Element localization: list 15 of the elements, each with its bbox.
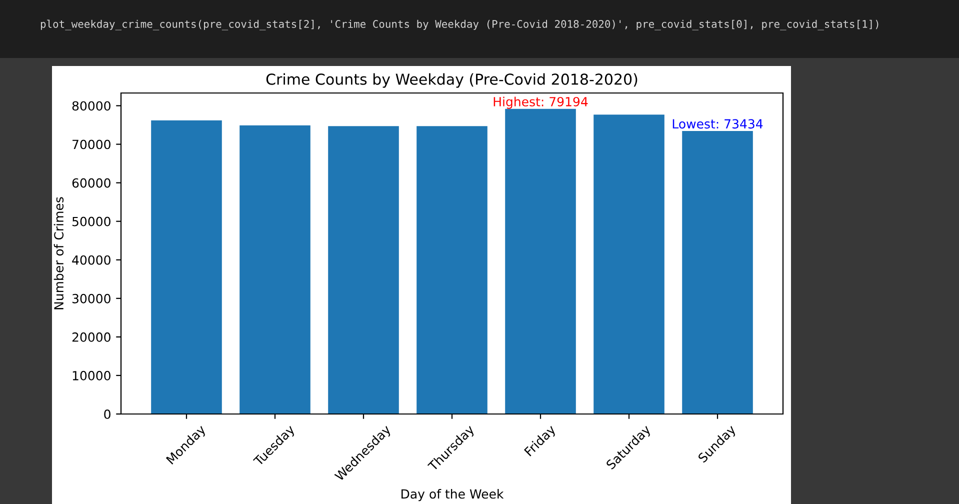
- y-tick-label: 60000: [72, 178, 110, 188]
- y-axis-title: Number of Crimes: [54, 197, 64, 310]
- y-tick-label: 30000: [72, 294, 110, 304]
- annotation: Lowest: 73434: [672, 119, 763, 129]
- y-tick-label: 50000: [72, 216, 110, 226]
- y-tick-label: 10000: [72, 370, 110, 380]
- chart-title: Crime Counts by Weekday (Pre-Covid 2018-2020): [266, 73, 638, 88]
- y-tick-label: 70000: [72, 140, 110, 150]
- y-tick-label: 0: [104, 409, 110, 419]
- annotation: Highest: 79194: [494, 96, 588, 109]
- y-tick-label: 40000: [72, 255, 110, 265]
- text: plot_weekday_crime_counts(pre_covid_stats[2], 'Crime Counts by Weekday (Pre-Covid 2018-2020)', pre_covid_stats[0], pre_covid_stats[1]): [40, 20, 878, 30]
- y-tick-label: 80000: [72, 101, 110, 111]
- x-axis-title: Day of the Week: [402, 489, 504, 502]
- y-tick-label: 20000: [72, 332, 110, 342]
